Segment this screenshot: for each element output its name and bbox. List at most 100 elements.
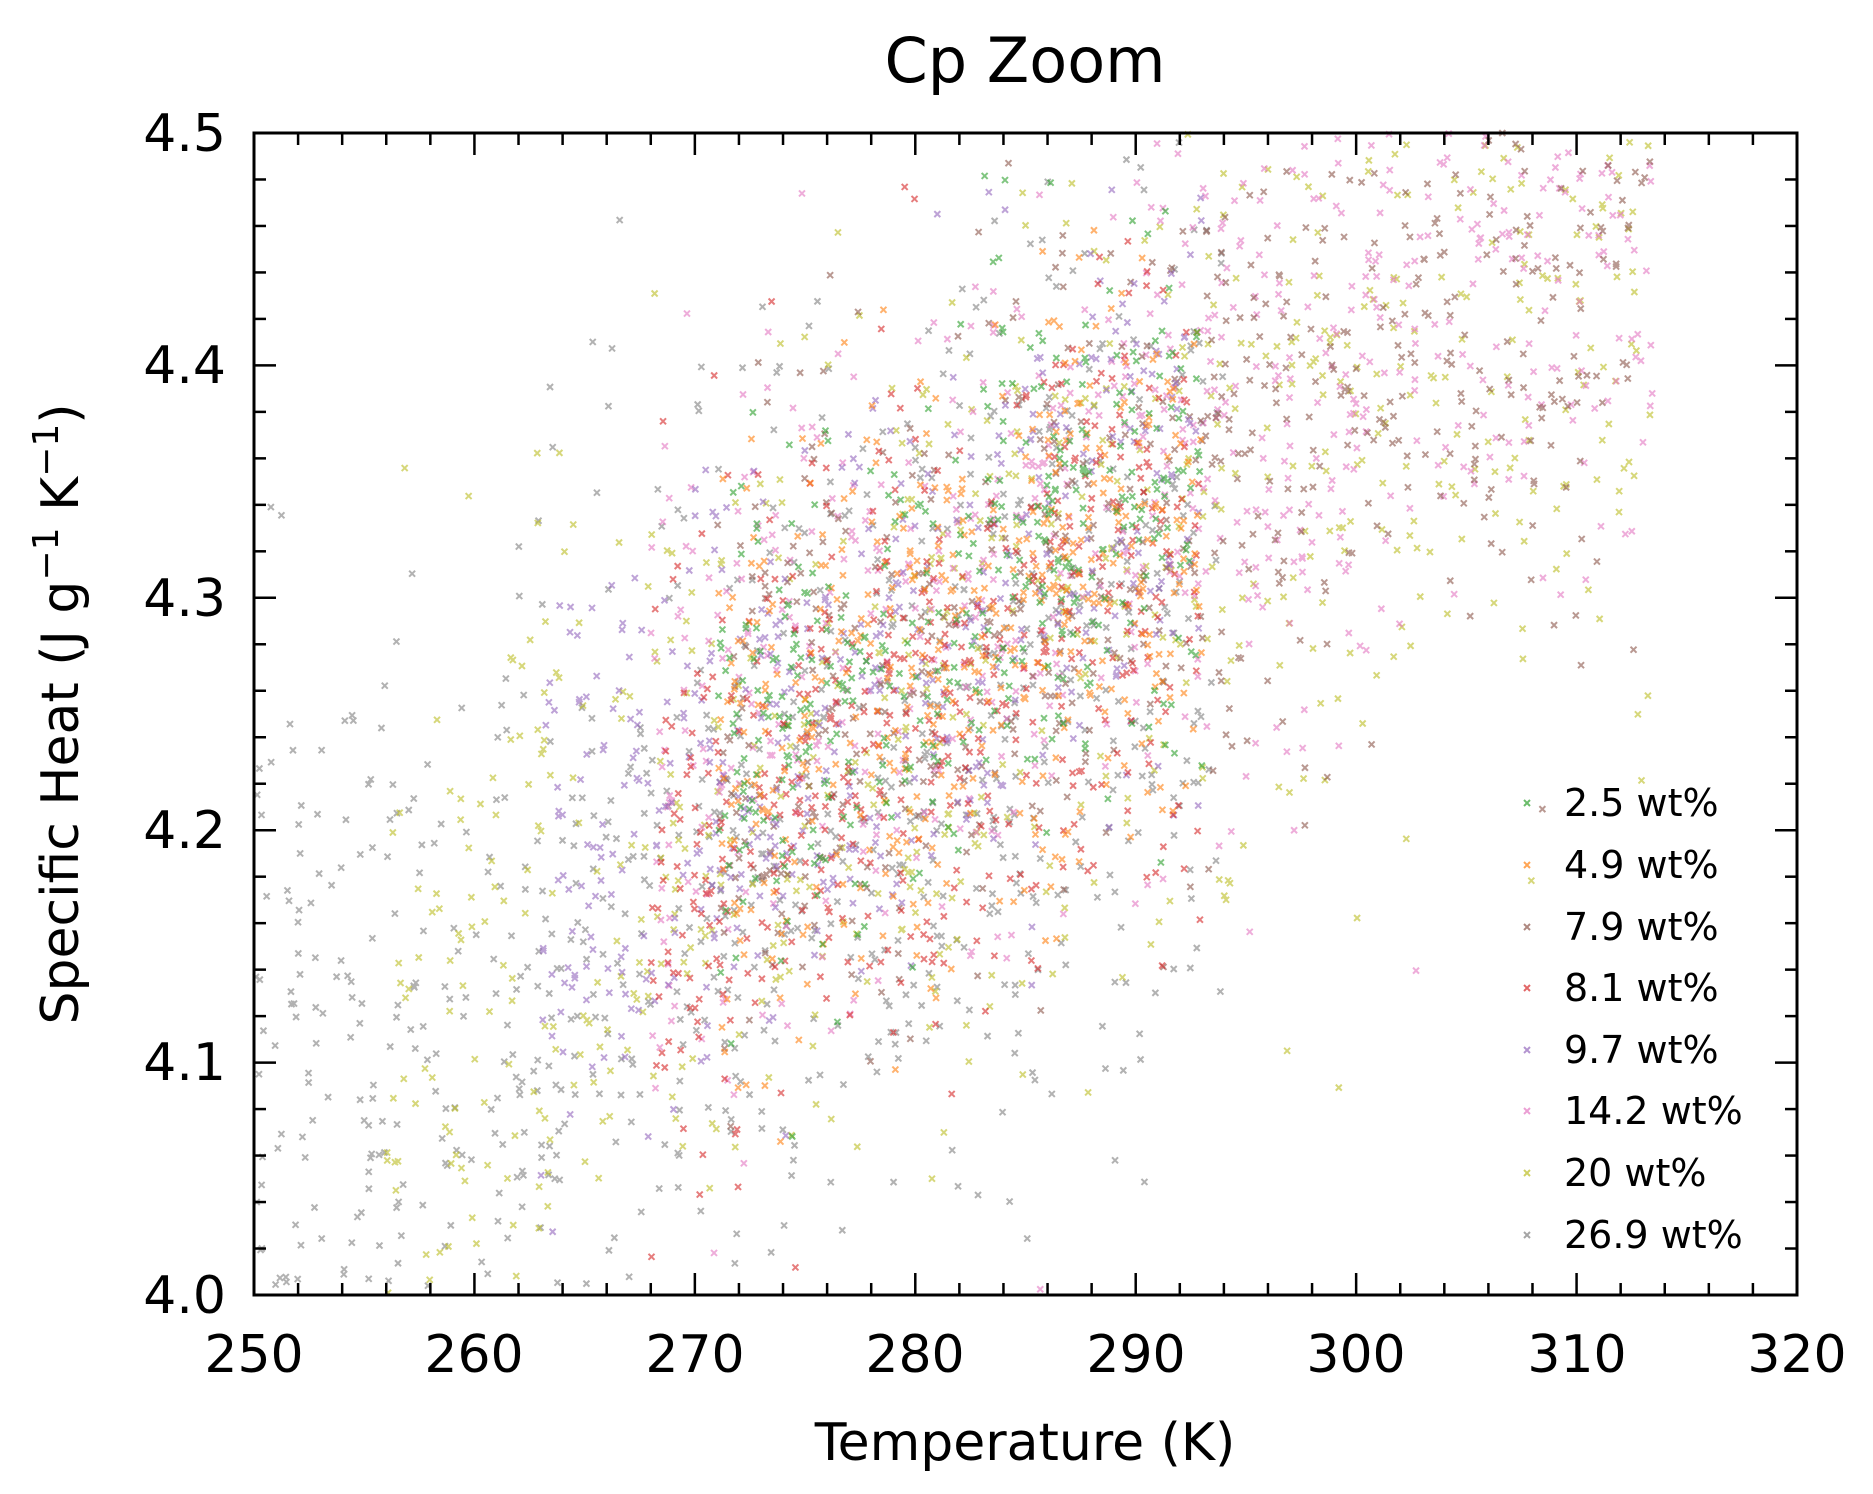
data-point — [1146, 652, 1154, 660]
data-point — [1003, 604, 1012, 613]
data-point — [1088, 313, 1097, 321]
data-point — [293, 1275, 302, 1283]
data-point — [796, 774, 804, 783]
data-point — [1320, 327, 1329, 335]
y-tick-label: 4.4 — [143, 336, 226, 396]
data-point — [1128, 492, 1136, 501]
data-point — [1231, 469, 1240, 477]
data-point — [1123, 819, 1131, 827]
data-point — [752, 624, 761, 632]
data-point — [1004, 159, 1013, 167]
data-point — [1012, 736, 1020, 744]
data-point — [960, 602, 969, 610]
data-point — [924, 404, 933, 413]
data-point — [1091, 422, 1099, 430]
data-point — [857, 620, 865, 629]
data-point — [839, 800, 847, 809]
data-point — [735, 846, 744, 854]
data-point — [1235, 242, 1244, 250]
data-point — [691, 485, 700, 493]
data-point — [1026, 240, 1035, 248]
data-point — [894, 949, 902, 958]
data-point — [1011, 637, 1020, 645]
data-point — [617, 1091, 625, 1099]
data-point — [1101, 708, 1109, 716]
data-point — [1122, 155, 1131, 164]
data-point — [1207, 678, 1216, 687]
data-point — [785, 441, 794, 449]
data-point — [1132, 523, 1140, 531]
data-point — [1083, 681, 1092, 690]
data-point — [689, 898, 698, 906]
data-point — [920, 808, 929, 817]
data-point — [1129, 579, 1138, 588]
data-point — [644, 582, 652, 591]
data-point — [1161, 708, 1170, 716]
data-point — [730, 729, 738, 737]
data-point — [1439, 160, 1448, 169]
data-point — [872, 822, 881, 831]
data-point — [291, 1221, 300, 1229]
data-point — [752, 820, 760, 828]
data-point — [1348, 549, 1356, 557]
data-point — [759, 850, 767, 858]
data-point — [557, 964, 565, 973]
data-point — [827, 714, 835, 723]
data-point — [1012, 511, 1021, 519]
data-point — [1138, 254, 1146, 262]
data-point — [1097, 460, 1105, 469]
data-point — [364, 780, 373, 788]
data-point — [1028, 672, 1037, 680]
data-point — [1170, 831, 1178, 840]
data-point — [714, 692, 723, 700]
data-point — [515, 1085, 523, 1093]
data-point — [1040, 632, 1048, 640]
data-point — [1388, 439, 1397, 447]
data-point — [693, 400, 702, 409]
data-point — [777, 869, 785, 878]
data-point — [1487, 485, 1495, 494]
data-point — [1372, 671, 1381, 680]
data-point — [384, 1277, 393, 1285]
data-point — [1235, 568, 1243, 577]
data-point — [1026, 436, 1035, 444]
data-point — [1057, 380, 1066, 388]
data-point — [1613, 176, 1621, 185]
data-point — [705, 813, 713, 822]
data-point — [929, 574, 938, 583]
data-point — [1362, 405, 1371, 414]
data-point — [1389, 324, 1398, 332]
data-point — [797, 569, 805, 577]
data-point — [864, 620, 872, 628]
data-point — [727, 800, 736, 809]
data-point — [775, 362, 784, 371]
data-point — [1553, 505, 1561, 513]
data-point — [767, 297, 776, 306]
data-point — [885, 1002, 893, 1010]
data-point — [944, 486, 952, 495]
data-point — [1424, 231, 1432, 240]
data-point — [846, 1011, 854, 1019]
data-point — [601, 1014, 609, 1022]
data-point — [867, 889, 876, 897]
data-point — [948, 697, 957, 705]
data-point — [784, 722, 793, 730]
data-point — [1102, 384, 1110, 393]
data-point — [1090, 226, 1098, 234]
data-point — [1309, 446, 1317, 454]
data-point — [411, 1044, 419, 1053]
data-point — [959, 782, 967, 791]
data-point — [1356, 642, 1364, 650]
data-point — [960, 619, 969, 627]
data-point — [560, 1120, 569, 1128]
data-point — [599, 894, 607, 903]
data-point — [735, 1030, 743, 1039]
data-point — [829, 672, 837, 680]
data-point — [1052, 589, 1060, 598]
data-point — [1011, 450, 1019, 458]
data-point — [1082, 749, 1090, 758]
data-point — [1620, 464, 1628, 473]
data-point — [765, 691, 774, 700]
data-point — [1486, 453, 1494, 461]
data-point — [1252, 362, 1261, 371]
